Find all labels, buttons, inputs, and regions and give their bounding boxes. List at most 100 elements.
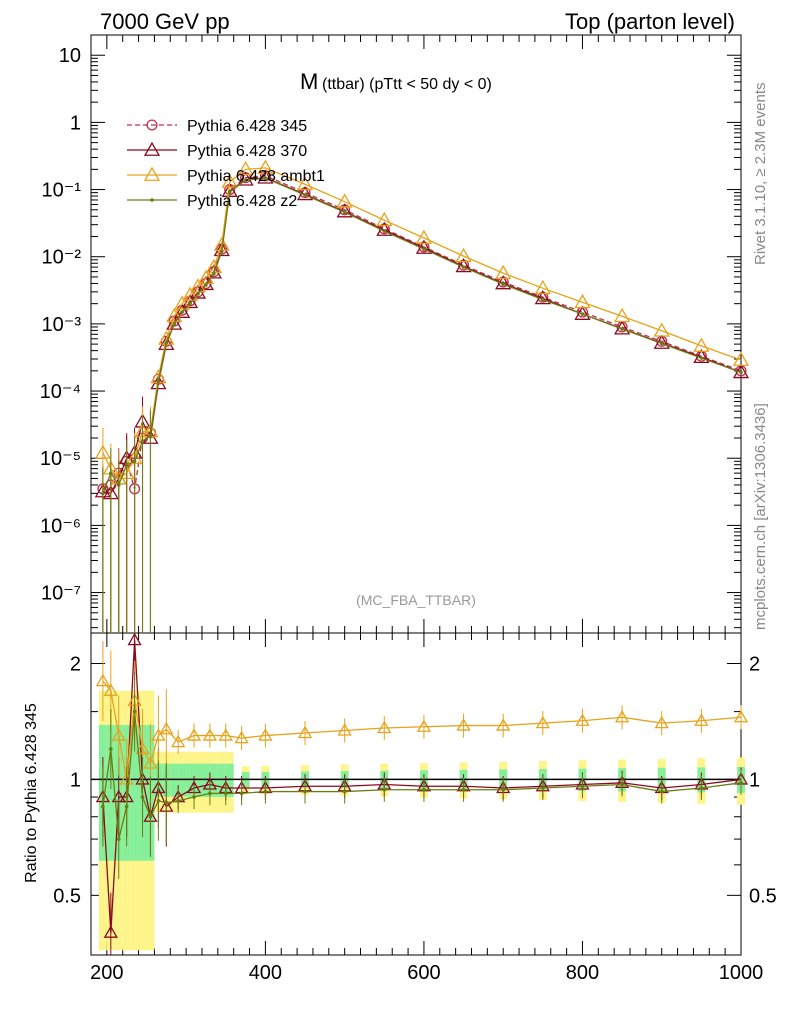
x-tick-label: 200 — [90, 962, 123, 984]
main-point-pythia-6-428-z2 — [620, 327, 624, 331]
ratio-point-pythia-6-428-z2 — [620, 782, 624, 787]
main-point-pythia-6-428-ambt1 — [189, 278, 207, 293]
main-point-pythia-6-428-z2 — [132, 459, 137, 464]
main-point-pythia-6-428-z2 — [156, 379, 161, 384]
main-point-pythia-6-428-ambt1 — [257, 159, 274, 174]
ratio-line-pythia-6-428-370 — [102, 640, 742, 933]
main-point-pythia-6-428-ambt1 — [613, 307, 631, 323]
main-point-pythia-6-428-z2 — [699, 356, 704, 360]
ratio-point-pythia-6-428-z2 — [124, 804, 129, 809]
main-point-pythia-6-428-ambt1 — [376, 211, 393, 227]
main-point-pythia-6-428-370 — [174, 303, 191, 318]
main-point-pythia-6-428-370 — [158, 335, 175, 351]
ratio-point-pythia-6-428-ambt1 — [535, 715, 550, 729]
main-point-pythia-6-428-z2 — [140, 439, 145, 443]
main-point-pythia-6-428-z2 — [101, 491, 105, 496]
main-point-pythia-6-428-z2 — [212, 271, 216, 276]
main-point-pythia-6-428-z2 — [263, 176, 268, 180]
mcplots-side-label: mcplots.cern.ch [arXiv:1306.3436] — [752, 403, 769, 630]
main-title: M — [300, 69, 318, 94]
main-point-pythia-6-428-z2 — [461, 265, 466, 269]
main-point-pythia-6-428-z2 — [124, 462, 129, 467]
ratio-point-pythia-6-428-z2 — [342, 789, 347, 794]
ratio-point-pythia-6-428-z2 — [109, 747, 113, 751]
main-point-pythia-6-428-370 — [181, 293, 199, 309]
main-point-pythia-6-428-ambt1 — [94, 444, 112, 459]
ratio-point-pythia-6-428-ambt1 — [143, 756, 158, 769]
legend-marker-1 — [143, 141, 161, 156]
main-point-pythia-6-428-370 — [166, 315, 183, 330]
main-y-tick-label: 10⁻¹ — [42, 180, 82, 202]
ratio-point-pythia-6-428-z2 — [116, 837, 121, 841]
ratio-point-pythia-6-428-z2 — [739, 780, 743, 785]
ratio-point-pythia-6-428-z2 — [580, 784, 585, 789]
main-point-pythia-6-428-ambt1 — [221, 173, 238, 188]
ratio-point-pythia-6-428-z2 — [176, 798, 180, 803]
ratio-y-tick-label-right: 0.5 — [749, 885, 777, 907]
ratio-inner-band — [130, 724, 139, 861]
ratio-inner-band — [178, 763, 187, 797]
ratio-point-pythia-6-428-ambt1 — [694, 713, 709, 726]
main-point-pythia-6-428-ambt1 — [574, 293, 591, 309]
ratio-point-pythia-6-428-ambt1 — [218, 728, 233, 741]
ratio-inner-band — [170, 763, 179, 797]
main-point-pythia-6-428-z2 — [219, 249, 224, 254]
legend-entry-label: Pythia 6.428 z2 — [187, 193, 297, 210]
main-point-pythia-6-428-370 — [257, 169, 274, 184]
main-point-pythia-6-428-z2 — [541, 297, 545, 302]
main-point-pythia-6-428-z2 — [422, 247, 426, 251]
x-tick-label: 1000 — [719, 962, 764, 984]
main-point-pythia-6-428-z2 — [188, 301, 192, 306]
ratio-point-pythia-6-428-z2 — [239, 791, 244, 796]
main-point-pythia-6-428-370 — [534, 290, 551, 305]
ratio-inner-band — [225, 763, 234, 797]
main-point-pythia-6-428-z2 — [204, 283, 208, 287]
ratio-y-tick-label: 2 — [70, 653, 81, 675]
ratio-inner-band — [209, 763, 218, 797]
ratio-point-pythia-6-428-ambt1 — [186, 728, 202, 741]
header-right: Top (parton level) — [565, 9, 735, 34]
ratio-point-pythia-6-428-ambt1 — [297, 725, 313, 739]
ratio-point-pythia-6-428-z2 — [303, 789, 307, 794]
main-line-pythia-6-428-ambt1 — [102, 167, 742, 480]
header-left: 7000 GeV pp — [100, 9, 230, 34]
ratio-y-tick-label: 0.5 — [53, 885, 81, 907]
ratio-point-pythia-6-428-ambt1 — [135, 741, 150, 755]
main-point-pythia-6-428-z2 — [580, 312, 585, 316]
main-point-pythia-6-428-ambt1 — [653, 322, 670, 337]
ratio-point-pythia-6-428-z2 — [140, 795, 145, 799]
ratio-point-pythia-6-428-ambt1 — [258, 728, 273, 741]
rivet-side-label: Rivet 3.1.10, ≥ 2.3M events — [752, 83, 769, 266]
main-point-pythia-6-428-z2 — [227, 190, 232, 194]
main-line-pythia-6-428-345 — [102, 175, 742, 490]
ratio-point-pythia-6-428-z2 — [382, 787, 387, 792]
main-point-pythia-6-428-ambt1 — [237, 161, 254, 176]
ratio-point-pythia-6-428-z2 — [659, 789, 664, 794]
ratio-point-pythia-6-428-ambt1 — [654, 715, 669, 729]
ratio-point-pythia-6-428-ambt1 — [159, 721, 174, 735]
legend-marker-0 — [146, 119, 158, 131]
ratio-inner-band — [106, 724, 115, 861]
ratio-point-pythia-6-428-z2 — [501, 787, 505, 792]
main-point-pythia-6-428-z2 — [243, 178, 248, 182]
main-point-pythia-6-428-z2 — [501, 282, 505, 286]
ratio-point-pythia-6-428-ambt1 — [151, 728, 166, 741]
main-point-pythia-6-428-ambt1 — [534, 279, 551, 295]
ratio-point-pythia-6-428-ambt1 — [95, 673, 111, 687]
ratio-point-pythia-6-428-ambt1 — [202, 728, 218, 741]
ratio-point-pythia-6-428-z2 — [422, 787, 426, 792]
main-point-pythia-6-428-z2 — [196, 292, 200, 296]
ratio-inner-band — [217, 763, 226, 797]
main-point-pythia-6-428-ambt1 — [296, 175, 314, 191]
main-point-pythia-6-428-z2 — [303, 193, 307, 197]
main-y-tick-label: 1 — [70, 112, 81, 134]
ratio-point-pythia-6-428-z2 — [156, 798, 161, 803]
main-y-tick-label: 10⁻² — [42, 247, 82, 269]
ratio-point-pythia-6-428-ambt1 — [733, 709, 749, 723]
main-y-tick-label: 10 — [59, 45, 81, 67]
ratio-point-pythia-6-428-z2 — [223, 791, 228, 796]
ratio-y-axis-label: Ratio to Pythia 6.428 345 — [23, 703, 40, 883]
ratio-point-pythia-6-428-z2 — [263, 789, 268, 794]
ratio-point-pythia-6-428-z2 — [148, 814, 153, 819]
